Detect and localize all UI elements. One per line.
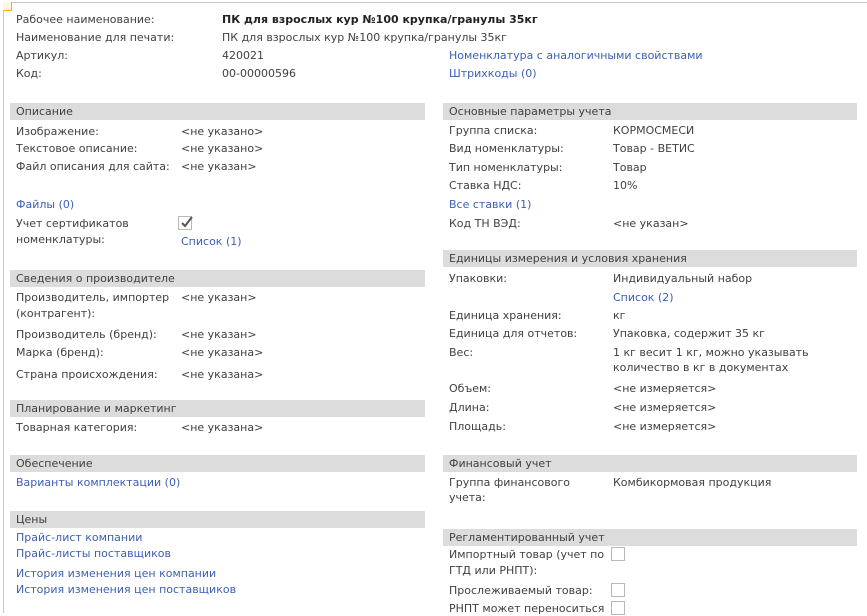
section-supply-header[interactable]: Обеспечение: [10, 455, 425, 472]
finance-group-value[interactable]: Комбикормовая продукция: [613, 476, 772, 489]
certificates-checkbox[interactable]: [178, 216, 193, 230]
all-rates-link[interactable]: Все ставки (1): [449, 198, 532, 211]
list-group-label: Группа списка:: [449, 124, 538, 137]
import-goods-checkbox[interactable]: [611, 547, 625, 561]
list-group-value[interactable]: КОРМОСМЕСИ: [613, 124, 695, 137]
site-file-label: Файл описания для сайта:: [16, 160, 170, 173]
storage-unit-label: Единица хранения:: [449, 309, 562, 322]
print-name-value[interactable]: ПК для взрослых кур №100 крупка/гранулы …: [222, 31, 507, 44]
brand-label: Производитель (бренд):: [16, 328, 157, 341]
country-value[interactable]: <не указана>: [181, 368, 264, 381]
storage-unit-value[interactable]: кг: [613, 309, 626, 322]
code-value[interactable]: 00-00000596: [222, 67, 296, 80]
focus-corner-marker: [3, 2, 12, 11]
finance-group-label-line2: учета:: [449, 491, 486, 504]
traceable-goods-checkbox[interactable]: [611, 583, 625, 597]
section-planning-header[interactable]: Планирование и маркетинг: [10, 400, 425, 417]
price-history-company-link[interactable]: История изменения цен компании: [16, 567, 217, 580]
category-label: Товарная категория:: [16, 421, 138, 434]
nomenclature-type-value[interactable]: Товар: [613, 161, 647, 174]
price-history-suppliers-link[interactable]: История изменения цен поставщиков: [16, 583, 237, 596]
category-value[interactable]: <не указана>: [181, 421, 264, 434]
packs-value[interactable]: Индивидуальный набор: [613, 272, 753, 285]
article-label: Артикул:: [16, 49, 68, 62]
traceable-goods-label: Прослеживаемый товар:: [449, 584, 593, 597]
print-name-label: Наименование для печати:: [16, 31, 175, 44]
vat-label: Ставка НДС:: [449, 179, 522, 192]
certificates-list-link[interactable]: Список (1): [181, 235, 242, 248]
area-label: Площадь:: [449, 420, 506, 433]
similar-nomenclature-link[interactable]: Номенклатура с аналогичными свойствами: [449, 49, 703, 62]
nomenclature-kind-label: Вид номенклатуры:: [449, 142, 564, 155]
text-description-value[interactable]: <не указано>: [181, 142, 264, 155]
vat-value[interactable]: 10%: [613, 179, 638, 192]
length-label: Длина:: [449, 401, 490, 414]
length-value[interactable]: <не измеряется>: [613, 401, 717, 414]
weight-value-line2[interactable]: количество в кг в документах: [613, 361, 789, 374]
barcodes-link[interactable]: Штрихкоды (0): [449, 67, 537, 80]
certificates-label-line2: номенклатуры:: [16, 233, 105, 246]
tnved-value[interactable]: <не указан>: [613, 217, 689, 230]
nomenclature-kind-value[interactable]: Товар - ВЕТИС: [613, 142, 695, 155]
image-label: Изображение:: [16, 125, 99, 138]
code-label: Код:: [16, 67, 42, 80]
image-value[interactable]: <не указано>: [181, 125, 264, 138]
import-goods-label-line1: Импортный товар (учет по: [449, 548, 605, 561]
volume-value[interactable]: <не измеряется>: [613, 382, 717, 395]
certificates-label-line1: Учет сертификатов: [16, 217, 129, 230]
packs-label: Упаковки:: [449, 272, 507, 285]
working-name-label: Рабочее наименование:: [16, 13, 155, 26]
form-frame-left: [3, 2, 4, 613]
section-main-params-header[interactable]: Основные параметры учета: [443, 103, 857, 120]
working-name-value[interactable]: ПК для взрослых кур №100 крупка/гранулы …: [222, 13, 538, 26]
checkmark-icon: [181, 216, 193, 228]
import-goods-label-line2: ГТД или РНПТ):: [449, 564, 538, 577]
files-link[interactable]: Файлы (0): [16, 198, 75, 211]
report-unit-value[interactable]: Упаковка, содержит 35 кг: [613, 327, 765, 340]
rnpt-transfer-label: РНПТ может переноситься: [449, 602, 605, 615]
volume-label: Объем:: [449, 382, 491, 395]
weight-value-line1[interactable]: 1 кг весит 1 кг, можно указывать: [613, 346, 809, 359]
packs-list-link[interactable]: Список (2): [613, 291, 674, 304]
mark-value[interactable]: <не указана>: [181, 346, 264, 359]
section-regulated-header[interactable]: Регламентированный учет: [443, 529, 857, 546]
section-description-header[interactable]: Описание: [10, 103, 425, 120]
report-unit-label: Единица для отчетов:: [449, 327, 578, 340]
finance-group-label-line1: Группа финансового: [449, 476, 570, 489]
section-prices-header[interactable]: Цены: [10, 511, 425, 528]
country-label: Страна происхождения:: [16, 368, 158, 381]
nomenclature-type-label: Тип номенклатуры:: [449, 161, 563, 174]
importer-label-line1: Производитель, импортер: [16, 291, 170, 304]
importer-label-line2: (контрагент):: [16, 307, 96, 320]
section-manufacturer-header[interactable]: Сведения о производителе: [10, 270, 425, 287]
brand-value[interactable]: <не указан>: [181, 328, 257, 341]
variants-link[interactable]: Варианты комплектации (0): [16, 476, 181, 489]
section-finance-header[interactable]: Финансовый учет: [443, 455, 857, 472]
form-frame-top: [3, 2, 867, 3]
price-lists-suppliers-link[interactable]: Прайс-листы поставщиков: [16, 547, 171, 560]
tnved-label: Код ТН ВЭД:: [449, 217, 521, 230]
weight-label: Вес:: [449, 346, 474, 359]
text-description-label: Текстовое описание:: [16, 142, 138, 155]
area-value[interactable]: <не измеряется>: [613, 420, 717, 433]
section-units-header[interactable]: Единицы измерения и условия хранения: [443, 250, 857, 267]
site-file-value[interactable]: <не указан>: [181, 160, 257, 173]
article-value[interactable]: 420021: [222, 49, 264, 62]
importer-value[interactable]: <не указан>: [181, 291, 257, 304]
price-list-company-link[interactable]: Прайс-лист компании: [16, 531, 143, 544]
mark-label: Марка (бренд):: [16, 346, 104, 359]
